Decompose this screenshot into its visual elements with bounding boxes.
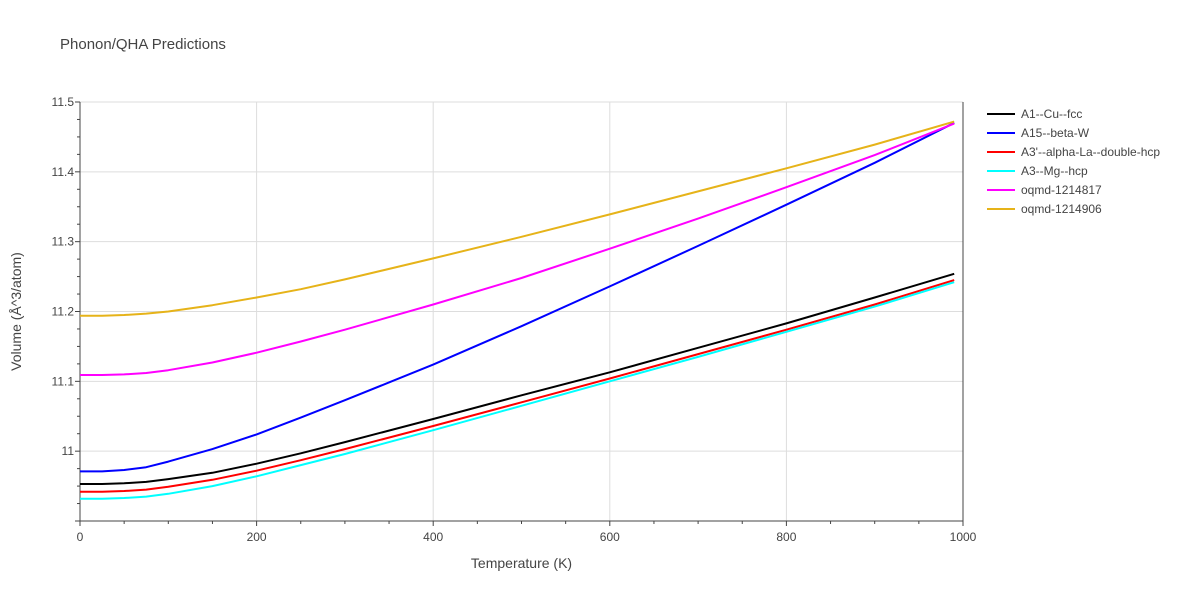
legend-item[interactable]: oqmd-1214906 — [987, 202, 1102, 216]
legend-label: A3'--alpha-La--double-hcp — [1021, 145, 1160, 159]
x-tick-label: 600 — [600, 530, 620, 544]
series-line-5[interactable] — [80, 120, 955, 317]
legend-label: oqmd-1214906 — [1021, 202, 1102, 216]
y-tick-label: 11.1 — [52, 374, 75, 388]
legend-label: A1--Cu--fcc — [1021, 107, 1082, 121]
axis-layer: 0 200 400 600 800 1000 11 11.1 11.2 11.3 11.4 11.5 — [52, 95, 977, 544]
series-line-0[interactable] — [80, 272, 955, 485]
legend-label: A3--Mg--hcp — [1021, 164, 1088, 178]
legend-label: oqmd-1214817 — [1021, 183, 1102, 197]
y-tick-label: 11 — [62, 444, 75, 458]
legend-item[interactable]: A1--Cu--fcc — [987, 107, 1082, 121]
x-tick-label: 200 — [247, 530, 267, 544]
series-line-4[interactable] — [80, 122, 955, 376]
legend-item[interactable]: A15--beta-W — [987, 126, 1090, 140]
x-tick-label: 1000 — [950, 530, 977, 544]
legend-item[interactable]: A3--Mg--hcp — [987, 164, 1088, 178]
x-tick-label: 400 — [423, 530, 443, 544]
y-tick-label: 11.2 — [52, 305, 75, 319]
chart-title: Phonon/QHA Predictions — [60, 36, 226, 53]
legend-item[interactable]: oqmd-1214817 — [987, 183, 1102, 197]
series-layer — [80, 120, 955, 500]
y-tick-label: 11.4 — [52, 165, 75, 179]
x-axis-title: Temperature (K) — [471, 555, 572, 571]
x-tick-label: 800 — [776, 530, 796, 544]
y-axis-title: Volume (Å^3/atom) — [8, 252, 24, 371]
series-line-3[interactable] — [80, 281, 955, 500]
legend-item[interactable]: A3'--alpha-La--double-hcp — [987, 145, 1160, 159]
x-tick-label: 0 — [77, 530, 84, 544]
series-line-1[interactable] — [80, 122, 955, 473]
y-tick-label: 11.5 — [52, 95, 75, 109]
series-line-2[interactable] — [80, 279, 955, 493]
grid-layer — [80, 101, 963, 521]
legend[interactable]: A1--Cu--fcc A15--beta-W A3'--alpha-La--dou… — [987, 107, 1160, 216]
legend-label: A15--beta-W — [1021, 126, 1090, 140]
y-tick-label: 11.3 — [52, 235, 75, 249]
